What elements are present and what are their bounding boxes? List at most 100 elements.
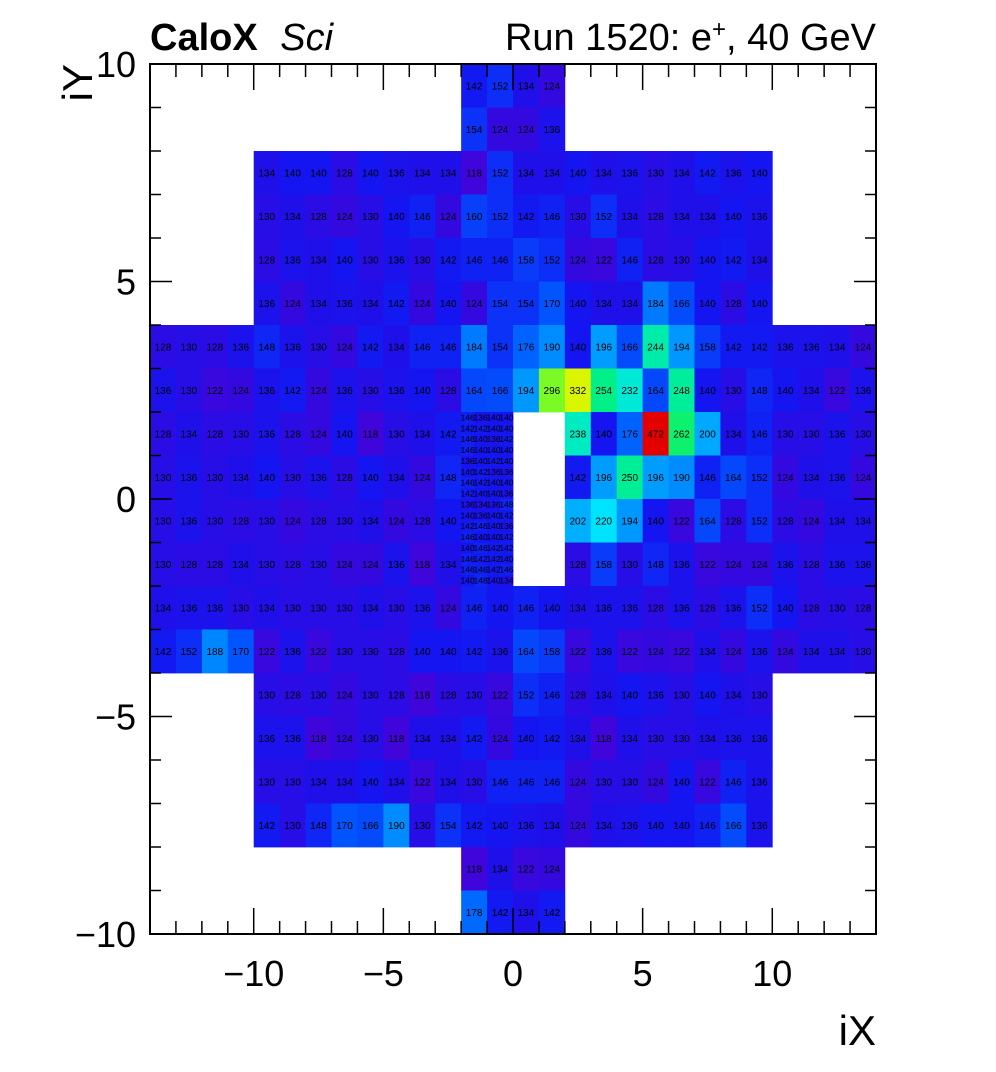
heatmap-cell (513, 194, 540, 239)
heatmap-cell (668, 803, 695, 848)
header-brand: CaloX Sci (150, 17, 335, 59)
heatmap-cell-label: 128 (803, 603, 820, 614)
heatmap-cell (253, 238, 281, 282)
heatmap-cell (590, 586, 618, 630)
heatmap-fine-cell (500, 455, 514, 467)
heatmap-cell-label: 130 (336, 603, 353, 614)
heatmap-cell-label: 134 (362, 299, 379, 310)
heatmap-cell (616, 760, 644, 804)
heatmap-cell-label: 124 (492, 734, 509, 745)
heatmap-fine-cell-label: 146 (499, 565, 513, 575)
heatmap-cell (461, 803, 488, 848)
heatmap-cell-label: 140 (544, 603, 561, 614)
heatmap-cell (487, 586, 514, 630)
heatmap-cell (175, 542, 203, 587)
heatmap-cell-label: 130 (362, 690, 379, 701)
heatmap-fine-cell-label: 140 (461, 467, 475, 477)
heatmap-cell-label: 140 (699, 690, 716, 701)
heatmap-cell-label: 134 (258, 168, 275, 179)
heatmap-fine-cell (461, 455, 475, 467)
heatmap-cell (175, 412, 203, 456)
heatmap-fine-cell (461, 542, 475, 554)
heatmap-cell (383, 151, 410, 195)
heatmap-fine-cell (461, 531, 475, 543)
heatmap-fine-cell-label: 148 (473, 576, 487, 586)
heatmap-cell-label: 158 (518, 255, 535, 266)
heatmap-cell-label: 122 (673, 647, 690, 658)
heatmap-cell-label: 140 (336, 429, 353, 440)
heatmap-cell (642, 368, 669, 413)
heatmap-cell (435, 586, 462, 630)
heatmap-cell-label: 130 (855, 647, 872, 658)
heatmap-cell-label: 142 (284, 386, 301, 397)
heatmap-cell (150, 455, 177, 500)
heatmap-cell (253, 716, 281, 761)
heatmap-fine-cell (487, 542, 501, 554)
heatmap-fine-cell (474, 542, 488, 554)
heatmap-cell (357, 760, 384, 804)
heatmap-cell-label: 134 (699, 734, 716, 745)
heatmap-fine-cell (474, 531, 488, 543)
heatmap-cell-label: 118 (466, 168, 482, 179)
heatmap-cell (487, 716, 514, 761)
heatmap-cell-label: 140 (647, 516, 664, 527)
heatmap-cell-label: 128 (440, 690, 457, 701)
heatmap-cell-label: 124 (725, 647, 742, 658)
heatmap-cell (798, 542, 825, 587)
heatmap-cell (409, 716, 436, 761)
heatmap-cell-label: 148 (310, 821, 327, 832)
heatmap-cell-label: 136 (414, 603, 431, 614)
heatmap-cell (253, 803, 281, 848)
heatmap-cell (513, 890, 540, 935)
heatmap-cell-label: 136 (621, 603, 638, 614)
heatmap-cell-label: 152 (181, 647, 198, 658)
heatmap-cell (824, 629, 851, 674)
heatmap-cell (175, 629, 203, 674)
heatmap-cell-label: 128 (855, 603, 872, 614)
heatmap-cell (538, 847, 566, 891)
heatmap-cell (461, 107, 488, 152)
heatmap-cell-label: 142 (725, 255, 742, 266)
heatmap-cell (383, 412, 410, 456)
heatmap-cell (461, 847, 488, 891)
heatmap-cell-label: 146 (544, 690, 561, 701)
heatmap-cell (409, 803, 436, 848)
heatmap-fine-cell-label: 140 (461, 510, 475, 520)
heatmap-cell-label: 146 (544, 777, 561, 788)
heatmap-cell-label: 130 (284, 473, 301, 484)
heatmap-cell (383, 194, 410, 239)
heatmap-cell-label: 136 (595, 603, 612, 614)
heatmap-cell-label: 134 (518, 81, 535, 92)
heatmap-cell (487, 325, 514, 369)
heatmap-fine-cell (500, 564, 514, 576)
heatmap-cell-label: 164 (699, 516, 716, 527)
heatmap-cell (668, 455, 695, 500)
heatmap-cell-label: 146 (492, 255, 509, 266)
heatmap-cell-label: 146 (518, 603, 535, 614)
heatmap-cell (253, 151, 281, 195)
heatmap-cell (564, 368, 592, 413)
heatmap-cell-label: 128 (647, 255, 664, 266)
heatmap-cell-label: 136 (544, 125, 561, 136)
heatmap-cell (357, 542, 384, 587)
heatmap-cell-label: 122 (492, 690, 509, 701)
heatmap-cell (227, 325, 255, 369)
heatmap-cell-label: 130 (647, 168, 664, 179)
heatmap-cell (564, 325, 592, 369)
heatmap-cell-label: 134 (362, 516, 379, 527)
heatmap-cell-label: 146 (466, 603, 483, 614)
heatmap-cell (616, 716, 644, 761)
heatmap-fine-cell-label: 142 (486, 554, 500, 564)
heatmap-cell-label: 136 (725, 603, 742, 614)
heatmap-cell (227, 542, 255, 587)
heatmap-cell-label: 136 (492, 647, 509, 658)
heatmap-cell-label: 148 (440, 473, 457, 484)
heatmap-fine-cell (474, 422, 488, 435)
heatmap-cell-label: 124 (544, 864, 561, 875)
heatmap-cell (461, 281, 488, 326)
heatmap-cell (590, 760, 618, 804)
heatmap-fine-cell-label: 142 (486, 543, 500, 553)
x-tick-label: 10 (752, 953, 792, 994)
heatmap-cell (720, 281, 747, 326)
heatmap-fine-cell-label: 142 (473, 467, 487, 477)
